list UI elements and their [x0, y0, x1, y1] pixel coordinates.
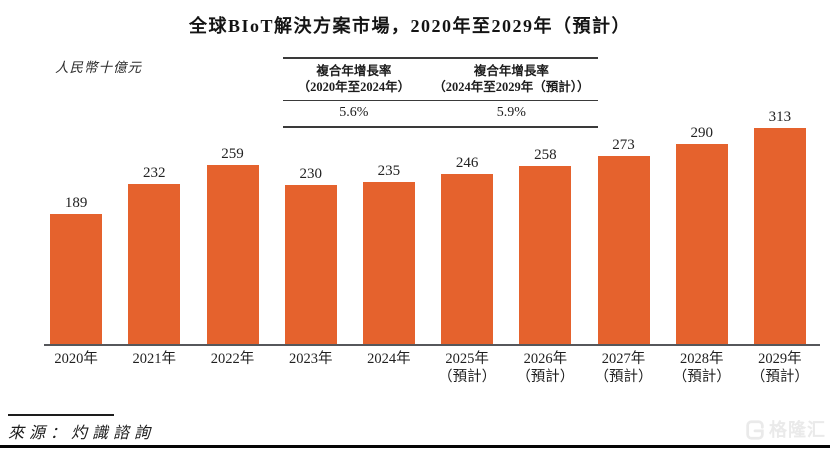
- cagr-header-line1: 複合年增長率: [473, 64, 549, 78]
- x-axis-tick-label: 2023年: [288, 351, 333, 367]
- cagr-header-line1: 複合年增長率: [316, 64, 392, 78]
- bar-chart-plot-area: 189 232 259 230 235 246 258 273 290 313: [37, 110, 819, 344]
- bar-value-label: 235: [377, 163, 401, 179]
- x-axis-tick-label: 2022年: [210, 351, 255, 367]
- cagr-annotation-table: 複合年增長率 （2020年至2024年） 複合年增長率 （2024年至2029年…: [283, 57, 598, 128]
- cagr-value-2020-2024: 5.6%: [339, 104, 369, 120]
- x-axis-tick-label: 2020年: [54, 351, 98, 367]
- bar: [753, 128, 806, 344]
- cagr-header-line2: （2024年至2029年（預計））: [433, 80, 590, 95]
- bar-column: 189: [37, 196, 115, 344]
- source-note: 來源：灼識諮詢: [8, 425, 156, 442]
- x-axis-tick-label: 2024年: [367, 351, 411, 367]
- bar-column: 273: [584, 138, 662, 344]
- bar-value-label: 273: [612, 137, 635, 153]
- bottom-border-line: [0, 445, 830, 448]
- cagr-header-2024-2029: 複合年增長率 （2024年至2029年（預計））: [425, 63, 598, 96]
- bar: [128, 184, 181, 344]
- x-axis-tick-label: 2025年 （預計）: [428, 350, 506, 386]
- x-axis-line: [44, 344, 820, 346]
- cagr-header-2020-2024: 複合年增長率 （2020年至2024年）: [283, 63, 425, 96]
- forecast-note: （預計）: [672, 369, 731, 386]
- bar-value-label: 189: [64, 195, 88, 211]
- bar: [675, 144, 728, 344]
- bar: [50, 214, 103, 344]
- bar-value-label: 313: [768, 109, 792, 125]
- bar-value-label: 258: [534, 147, 557, 163]
- x-axis-tick-label: 2026年 （預計）: [506, 350, 584, 386]
- bar-column: 313: [741, 110, 819, 344]
- bar-column: 232: [115, 166, 193, 344]
- chart-title: 全球BIoT解決方案市場，2020年至2029年（預計）: [188, 16, 631, 36]
- bar: [206, 165, 259, 344]
- bar-column: 258: [506, 148, 584, 344]
- bar: [597, 156, 650, 344]
- gelonghui-logo-icon: [746, 420, 764, 440]
- bar: [519, 166, 572, 344]
- bar: [441, 174, 494, 344]
- source-divider-line: [8, 414, 114, 416]
- bar-value-label: 232: [143, 165, 166, 181]
- bar-value-label: 290: [690, 125, 713, 141]
- bar-value-label: 246: [455, 155, 479, 171]
- x-axis-tick-label: 2029年 （預計）: [741, 350, 819, 386]
- cagr-value-row: 5.6% 5.9%: [283, 99, 598, 128]
- bar-column: 290: [663, 126, 741, 344]
- forecast-note: （預計）: [594, 369, 653, 386]
- bar-column: 246: [428, 156, 506, 344]
- bar: [362, 182, 415, 344]
- bar-value-label: 259: [221, 146, 244, 162]
- forecast-note: （預計）: [516, 369, 575, 386]
- x-axis-tick-label: 2021年: [132, 351, 177, 367]
- bar-column: 230: [272, 167, 350, 344]
- forecast-note: （預計）: [438, 369, 497, 386]
- x-axis-tick-label: 2027年 （預計）: [584, 350, 662, 386]
- cagr-value-2024-2029: 5.9%: [496, 104, 526, 120]
- bar: [284, 185, 337, 344]
- cagr-header-line2: （2020年至2024年）: [297, 80, 411, 95]
- bar-column: 235: [350, 164, 428, 344]
- y-axis-unit-label: 人民幣十億元: [55, 60, 142, 75]
- forecast-note: （預計）: [750, 369, 809, 386]
- bar-value-label: 230: [299, 166, 322, 182]
- cagr-header-row: 複合年增長率 （2020年至2024年） 複合年增長率 （2024年至2029年…: [283, 59, 598, 100]
- watermark: 格隆汇: [744, 419, 826, 441]
- x-axis-labels: 2020年 2021年 2022年 2023年 2024年 2025年 （預計） 2026年（…: [37, 350, 819, 386]
- x-axis-tick-label: 2028年 （預計）: [663, 350, 741, 386]
- bar-column: 259: [193, 147, 271, 344]
- watermark-text: 格隆汇: [769, 420, 826, 440]
